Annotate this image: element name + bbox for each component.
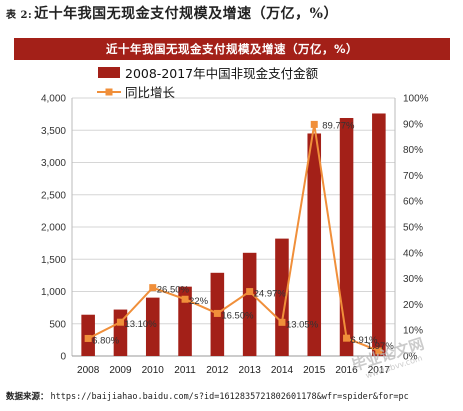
growth-data-label: 6.91% bbox=[351, 335, 378, 346]
growth-marker bbox=[116, 318, 124, 326]
legend-swatch-bar bbox=[98, 67, 120, 78]
x-tick-label: 2009 bbox=[109, 365, 132, 376]
growth-data-label: 16.50% bbox=[221, 310, 254, 321]
bar bbox=[339, 117, 354, 357]
growth-data-label: 24.97% bbox=[254, 289, 287, 300]
y-tick-label: 1,000 bbox=[41, 287, 66, 298]
growth-marker bbox=[149, 284, 157, 292]
x-tick-label: 2012 bbox=[206, 365, 229, 376]
y2-tick-label: 100% bbox=[403, 94, 429, 105]
figure-caption: 表 2: 近十年我国无现金支付规模及增速（万亿，%） bbox=[6, 3, 461, 25]
bar bbox=[145, 297, 160, 356]
y-tick-label: 2,000 bbox=[41, 223, 66, 234]
growth-data-label: 13.05% bbox=[286, 319, 319, 330]
y2-tick-label: 60% bbox=[403, 197, 423, 208]
x-tick-label: 2013 bbox=[239, 365, 262, 376]
y-tick-label: 3,500 bbox=[41, 126, 66, 137]
y-tick-label: 0 bbox=[60, 352, 66, 363]
chart-title-banner: 近十年我国无现金支付规模及增速（万亿，%） bbox=[14, 38, 450, 60]
x-tick-label: 2008 bbox=[77, 365, 100, 376]
y2-tick-label: 10% bbox=[403, 326, 423, 337]
x-tick-label: 2011 bbox=[174, 365, 196, 376]
y2-tick-label: 80% bbox=[403, 145, 423, 156]
y-tick-label: 4,000 bbox=[41, 94, 66, 105]
growth-marker bbox=[343, 334, 351, 342]
bar bbox=[372, 113, 386, 356]
bar bbox=[178, 286, 192, 356]
y2-tick-label: 50% bbox=[403, 223, 423, 234]
y-tick-label: 3,000 bbox=[41, 158, 66, 169]
growth-data-label: 89.77% bbox=[322, 120, 355, 131]
x-tick-label: 2017 bbox=[368, 365, 391, 376]
legend-swatch-marker bbox=[105, 88, 113, 96]
growth-marker bbox=[213, 309, 221, 317]
y2-tick-label: 30% bbox=[403, 274, 423, 285]
growth-data-label: 6.80% bbox=[92, 335, 119, 346]
growth-marker bbox=[84, 334, 92, 342]
growth-data-label: 22% bbox=[189, 296, 209, 307]
growth-data-label: 26.50% bbox=[157, 285, 190, 296]
y2-tick-label: 20% bbox=[403, 300, 423, 311]
y-tick-label: 2,500 bbox=[41, 190, 66, 201]
source-note: 数据来源： https://baijiahao.baidu.com/s?id=16… bbox=[6, 390, 461, 406]
combo-chart: 0 500 1,000 1,500 2,000 2,500 3,000 3,500 4,000 0… bbox=[41, 66, 429, 376]
y2-tick-label: 70% bbox=[403, 171, 423, 182]
y-tick-label: 500 bbox=[49, 319, 66, 330]
legend-label-line: 同比增长 bbox=[125, 85, 176, 100]
source-url[interactable]: https://baijiahao.baidu.com/s?id=1612835… bbox=[50, 392, 409, 402]
x-tick-label: 2015 bbox=[303, 365, 326, 376]
growth-marker bbox=[310, 120, 318, 128]
y-tick-label: 1,500 bbox=[41, 255, 66, 266]
bar bbox=[242, 252, 257, 356]
y2-tick-label: 40% bbox=[403, 248, 423, 259]
y2-tick-label: 0% bbox=[403, 352, 418, 363]
growth-data-label: 13.10% bbox=[124, 319, 157, 330]
caption-tag: 表 2: bbox=[6, 10, 33, 21]
growth-marker bbox=[375, 347, 383, 355]
x-tick-label: 2010 bbox=[142, 365, 165, 376]
legend-label-bar: 2008-2017年中国非现金支付金额 bbox=[125, 66, 319, 81]
bar bbox=[307, 133, 322, 356]
bar bbox=[275, 238, 289, 356]
growth-marker bbox=[278, 318, 286, 326]
growth-data-label: 1.97% bbox=[367, 341, 394, 352]
x-tick-label: 2014 bbox=[271, 365, 294, 376]
growth-line bbox=[87, 124, 380, 352]
y2-tick-label: 90% bbox=[403, 119, 423, 130]
caption-title: 近十年我国无现金支付规模及增速（万亿，%） bbox=[34, 6, 338, 22]
growth-marker bbox=[181, 295, 189, 303]
growth-marker bbox=[246, 288, 254, 296]
x-tick-label: 2016 bbox=[335, 365, 358, 376]
source-label: 数据来源： bbox=[6, 392, 49, 402]
